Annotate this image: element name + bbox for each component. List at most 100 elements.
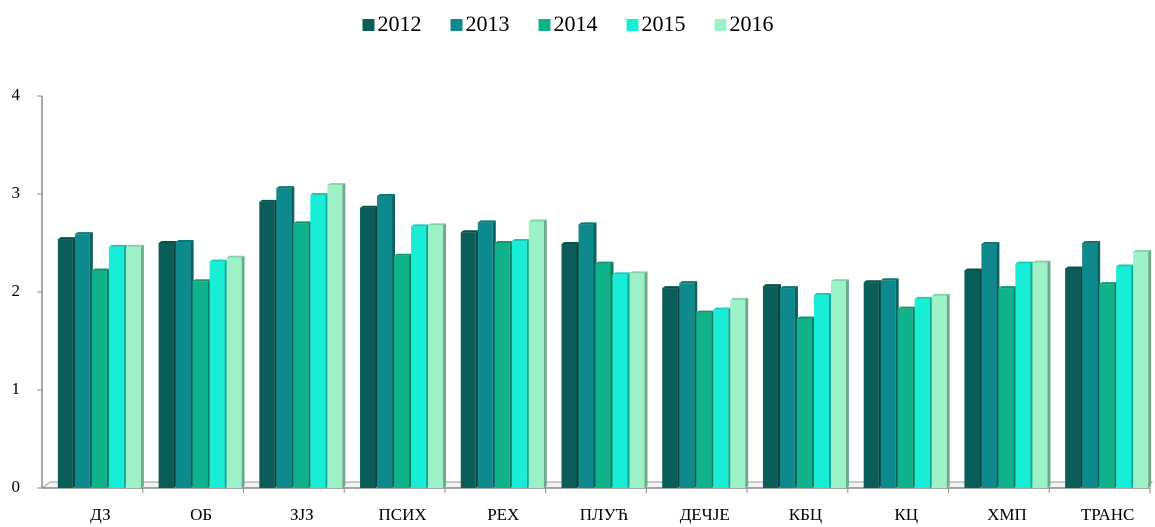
bar: [276, 188, 292, 488]
bar-top: [1099, 282, 1118, 285]
bar-top: [696, 310, 715, 313]
bar: [360, 207, 376, 488]
bar-side: [845, 279, 849, 488]
bar-top: [327, 183, 346, 186]
bar: [293, 223, 309, 488]
bar-top: [528, 219, 547, 222]
bar: [796, 318, 812, 488]
legend-swatch: [714, 19, 727, 31]
bar: [1065, 268, 1081, 488]
bar-top: [394, 253, 413, 256]
bar-top: [1116, 264, 1135, 267]
bar: [477, 222, 493, 489]
bar: [259, 201, 275, 488]
bar: [713, 309, 729, 488]
bar-top: [964, 268, 983, 271]
bar: [1133, 251, 1149, 488]
bar-top: [108, 244, 127, 247]
bar-top: [830, 279, 849, 282]
bar: [830, 281, 846, 488]
legend-swatch: [362, 19, 375, 31]
bar-top: [1032, 260, 1051, 263]
bar: [175, 242, 191, 488]
bar-top: [1082, 241, 1101, 243]
y-tick-label: 2: [12, 281, 21, 300]
bar-top: [226, 255, 245, 258]
bar-top: [477, 220, 496, 223]
bar-side: [946, 293, 950, 488]
bar: [813, 294, 829, 488]
bar: [528, 221, 544, 488]
bar-top: [310, 192, 329, 195]
bar: [981, 243, 997, 488]
bar-top: [511, 239, 530, 242]
bar-top: [91, 268, 110, 271]
bar: [310, 194, 326, 489]
bar-top: [57, 237, 76, 240]
bar-side: [543, 219, 547, 488]
bar-side: [443, 223, 447, 489]
bar-top: [209, 259, 228, 262]
bar-top: [981, 241, 1000, 244]
bar: [74, 234, 90, 488]
bar-side: [745, 297, 749, 488]
x-tick-label: ЗЈЗ: [290, 505, 314, 524]
bar-top: [158, 241, 177, 243]
bar-top: [259, 199, 278, 202]
bar: [779, 288, 795, 488]
x-tick-label: ПСИХ: [378, 505, 426, 524]
bar: [226, 257, 242, 488]
legend-label: 2014: [554, 11, 598, 36]
bar-side: [644, 271, 648, 488]
bar-top: [779, 286, 798, 289]
x-tick-label: ОБ: [190, 505, 212, 524]
bar: [914, 298, 930, 488]
bar-top: [863, 280, 882, 283]
legend-swatch: [450, 19, 463, 31]
bar: [629, 273, 645, 488]
bar: [460, 232, 476, 488]
bar-top: [679, 281, 698, 284]
y-tick-label: 4: [12, 85, 21, 104]
bar-top: [762, 284, 781, 287]
bar: [209, 261, 225, 488]
bar-top: [175, 240, 194, 243]
bar: [1099, 284, 1115, 488]
bar-top: [612, 272, 631, 275]
bar-top: [730, 297, 749, 300]
bar: [578, 224, 594, 488]
bar-top: [561, 241, 580, 244]
bar-top: [360, 205, 379, 208]
bar-top: [192, 279, 211, 282]
bar-top: [1133, 249, 1152, 252]
bar-top: [914, 296, 933, 299]
bar: [679, 283, 695, 488]
bar: [377, 195, 393, 488]
bar: [762, 286, 778, 488]
bar: [125, 246, 141, 488]
y-tick-label: 3: [12, 183, 21, 202]
bar: [394, 255, 410, 488]
bar-top: [629, 271, 648, 274]
x-tick-label: КБЦ: [789, 505, 822, 524]
bar-top: [796, 316, 815, 319]
bar-top: [411, 224, 430, 227]
bar-top: [578, 222, 597, 225]
x-tick-label: ХМП: [987, 505, 1027, 524]
bar-top: [713, 307, 732, 310]
bar: [595, 263, 611, 488]
bar-top: [494, 241, 513, 243]
bar: [411, 226, 427, 488]
legend-swatch: [538, 19, 551, 31]
y-tick-label: 1: [12, 379, 21, 398]
bar: [561, 243, 577, 488]
x-tick-label: ТРАНС: [1081, 505, 1135, 524]
bar-top: [813, 292, 832, 295]
bar-top: [377, 193, 396, 196]
bar: [931, 295, 947, 488]
bar-top: [276, 186, 295, 189]
bar: [428, 225, 444, 489]
bar: [1032, 262, 1048, 488]
bar-top: [1065, 266, 1084, 269]
